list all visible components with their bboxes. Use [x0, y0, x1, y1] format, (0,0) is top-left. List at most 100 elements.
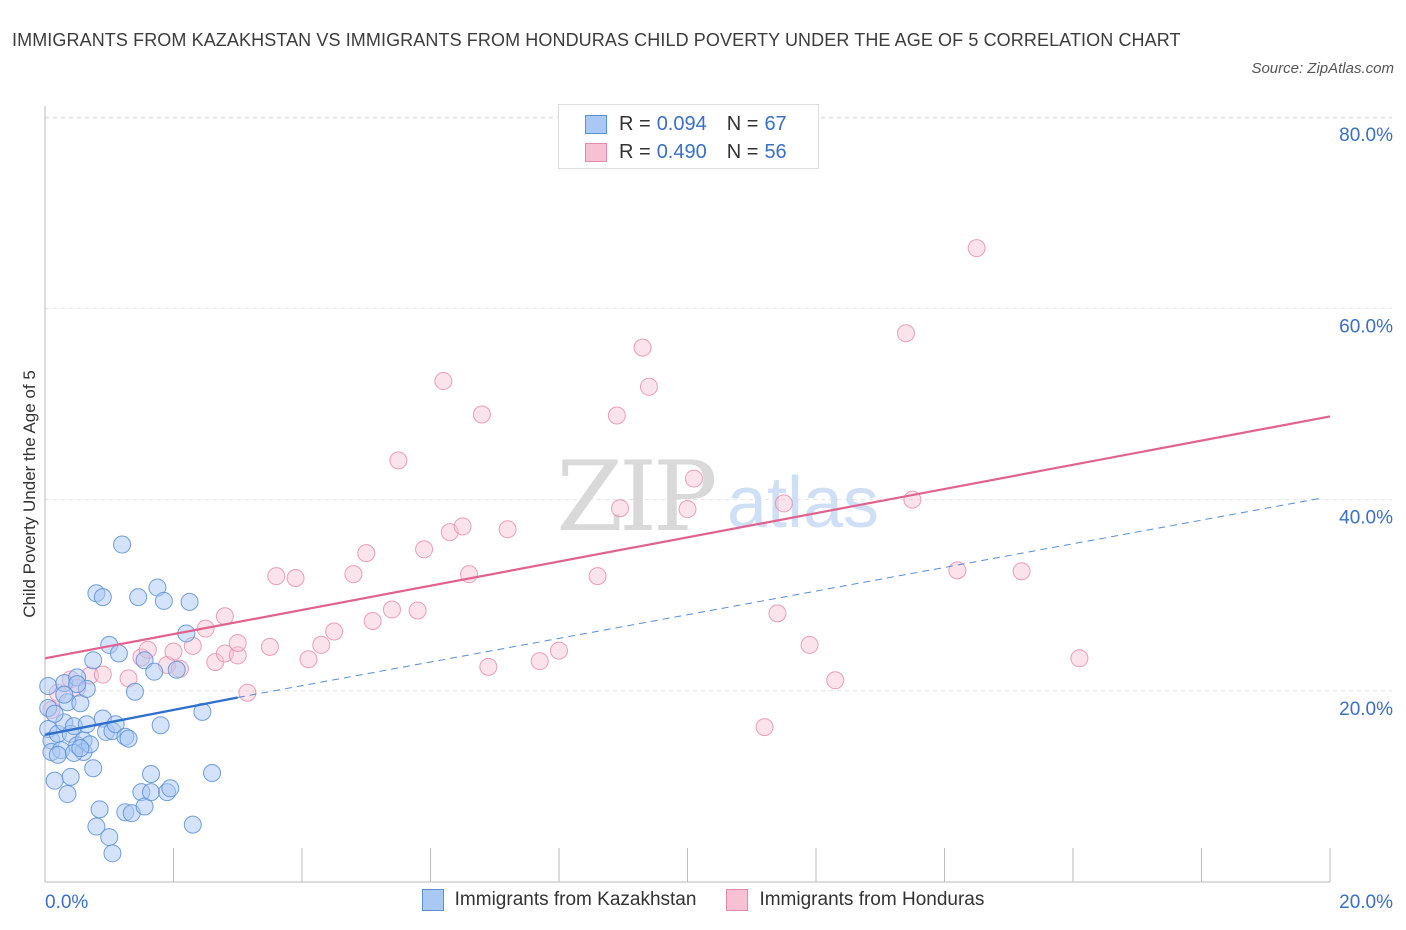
kazakhstan-point [55, 685, 74, 704]
kazakhstan-point [48, 745, 67, 764]
kazakhstan-point [109, 644, 128, 663]
y-axis-title-text: Child Poverty Under the Age of 5 [20, 370, 39, 618]
watermark: ZIP atlas [556, 441, 879, 553]
honduras-point [588, 567, 607, 586]
kazakhstan-point [113, 535, 132, 554]
honduras-point [228, 634, 247, 652]
kazakhstan-point [125, 682, 144, 701]
honduras-point [363, 612, 382, 631]
kazakhstan-point [93, 588, 112, 607]
honduras-point [357, 544, 376, 563]
grid-lines [45, 116, 1392, 692]
legend-n-label: N = [726, 112, 759, 135]
honduras-point [1070, 649, 1089, 668]
honduras-point [228, 646, 247, 665]
kazakhstan-point [84, 651, 103, 670]
kazakhstan-point [145, 662, 164, 681]
kazakhstan-point [154, 591, 173, 610]
honduras-point [164, 642, 183, 661]
honduras-point [530, 652, 549, 671]
honduras-point [678, 500, 697, 519]
kazakhstan-point [180, 592, 199, 611]
honduras-point [267, 567, 286, 586]
kazakhstan-point [39, 677, 58, 696]
chart-title: IMMIGRANTS FROM KAZAKHSTAN VS IMMIGRANTS… [12, 30, 1181, 50]
kazakhstan-point [100, 828, 119, 847]
kazakhstan-point [129, 588, 148, 607]
y-axis-title: Child Poverty Under the Age of 5 [20, 370, 39, 618]
kazakhstan-point [183, 815, 202, 834]
honduras-point [1012, 562, 1031, 581]
honduras-point [415, 540, 434, 559]
honduras-trend-line [44, 415, 1331, 660]
source-label: Source: ZipAtlas.com [1251, 60, 1394, 77]
kazakhstan-point [151, 716, 170, 735]
tick-labels: 20.0% 40.0% 60.0% 80.0% 0.0% 20.0% [45, 125, 1393, 913]
x-tick-label: 0.0% [45, 892, 88, 913]
honduras-point [344, 565, 363, 584]
kazakhstan-point [203, 764, 222, 783]
bottom-legend-label-kazakhstan: Immigrants from Kazakhstan [454, 889, 697, 910]
honduras-point [382, 600, 401, 619]
honduras-point [93, 665, 112, 684]
kazakhstan-point [68, 675, 87, 694]
kazakhstan-point [142, 783, 161, 802]
legend-box: R = 0.094 N = 67 R = 0.490 N = 56 [558, 104, 819, 169]
legend-row-honduras: R = 0.490 N = 56 [585, 139, 787, 165]
honduras-point [238, 683, 257, 702]
trend-lines [44, 415, 1331, 736]
kazakhstan-point [103, 844, 122, 863]
kazakhstan-trend-solid [44, 696, 238, 736]
honduras-point [434, 372, 453, 391]
honduras-point [408, 601, 427, 620]
honduras-point [639, 377, 658, 396]
series-honduras-points [42, 239, 1089, 737]
kazakhstan-point [45, 771, 64, 790]
bottom-legend-swatch-honduras [726, 889, 749, 911]
legend-n-value: 67 [764, 112, 787, 135]
honduras-point [479, 657, 498, 676]
honduras-point [550, 641, 568, 660]
kazakhstan-point [135, 651, 154, 670]
y-tick-label: 40.0% [1339, 508, 1393, 529]
legend-row-kazakhstan: R = 0.094 N = 67 [585, 111, 787, 137]
kazakhstan-point [87, 817, 106, 836]
honduras-point [948, 561, 967, 580]
kazakhstan-point [71, 739, 90, 758]
honduras-point [312, 635, 331, 654]
y-tick-label: 80.0% [1339, 125, 1393, 146]
watermark-atlas: atlas [727, 463, 879, 543]
bottom-legend: Immigrants from Kazakhstan Immigrants fr… [0, 889, 1406, 911]
kazakhstan-point [84, 759, 103, 778]
series-kazakhstan-points [39, 535, 222, 863]
honduras-point [774, 494, 793, 513]
honduras-point [607, 406, 626, 425]
bottom-legend-swatch-kazakhstan [421, 889, 444, 911]
legend-r-label: R = [619, 112, 651, 135]
honduras-point [453, 517, 472, 536]
honduras-point [768, 604, 787, 623]
honduras-point [299, 650, 318, 669]
honduras-point [389, 451, 408, 470]
legend-r-value: 0.094 [656, 112, 707, 135]
legend-r-label: R = [619, 140, 651, 163]
honduras-point [260, 637, 279, 656]
y-tick-label: 20.0% [1339, 699, 1393, 720]
honduras-point [633, 338, 652, 357]
kazakhstan-point [142, 764, 161, 783]
bottom-legend-item-honduras: Immigrants from Honduras [726, 889, 984, 911]
kazakhstan-trend-dashed [237, 497, 1324, 698]
honduras-point [967, 239, 986, 258]
legend-swatch-honduras [585, 142, 607, 162]
x-tick-label: 20.0% [1339, 892, 1393, 913]
legend-r-value: 0.490 [656, 140, 707, 163]
honduras-point [215, 607, 234, 626]
legend-swatch-kazakhstan [585, 114, 607, 134]
kazakhstan-point [167, 660, 186, 679]
kazakhstan-point [119, 729, 138, 748]
honduras-point [472, 405, 491, 424]
watermark-zip: ZIP [556, 441, 715, 553]
bottom-legend-label-honduras: Immigrants from Honduras [759, 889, 985, 910]
kazakhstan-point [161, 779, 180, 798]
